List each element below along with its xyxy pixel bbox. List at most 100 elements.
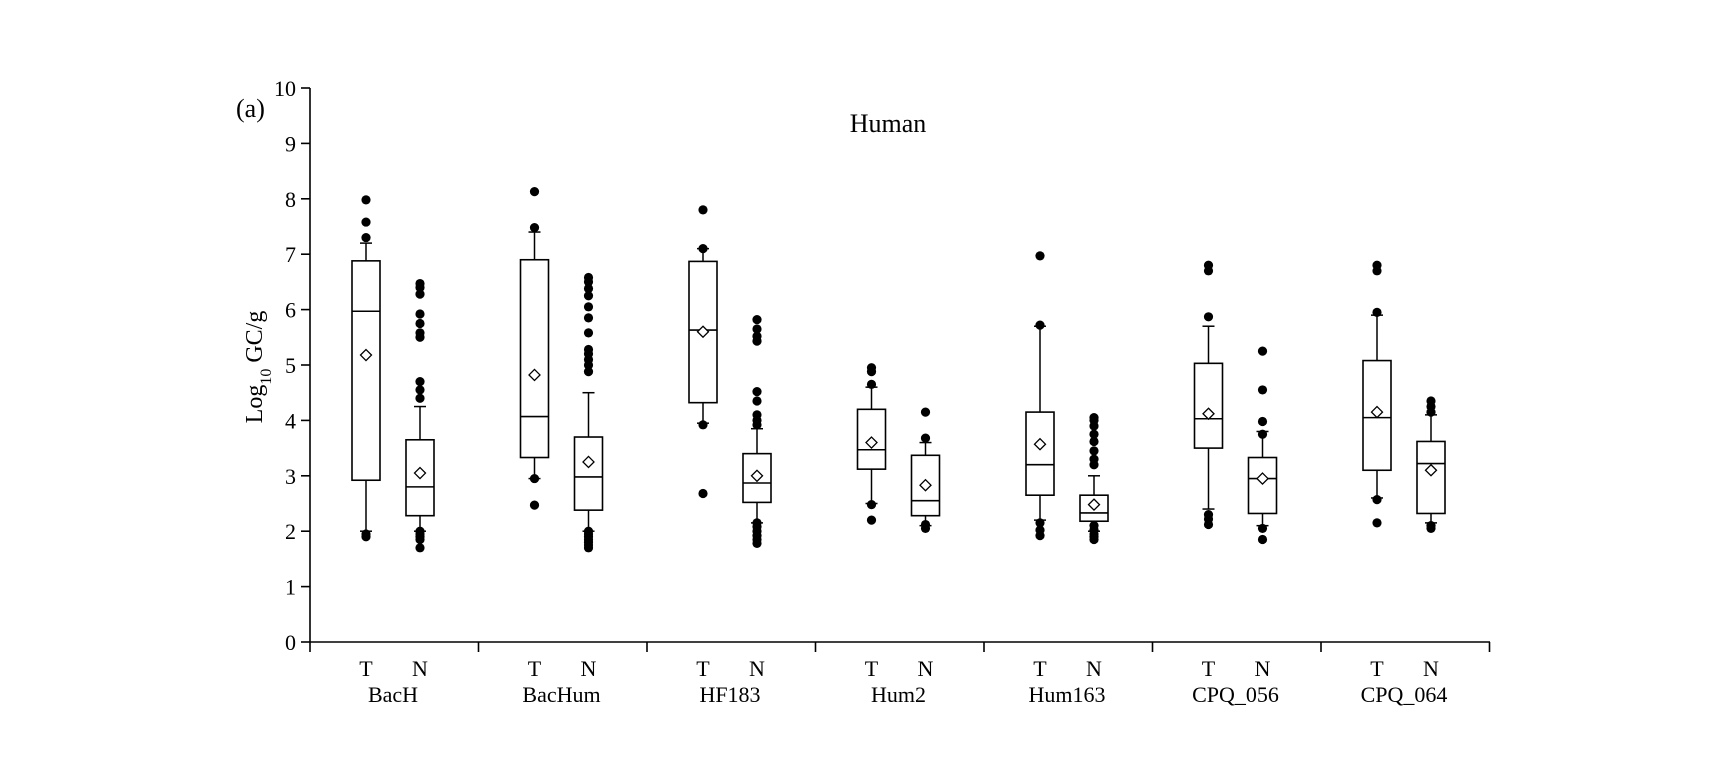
outlier-point (1426, 396, 1436, 406)
mean-marker (359, 348, 373, 362)
group-label: BacHum (522, 682, 600, 707)
y-tick-label: 9 (285, 131, 296, 156)
outlier-point (1426, 521, 1436, 531)
box-rect (1416, 440, 1446, 515)
box-t: T (688, 205, 718, 681)
mean-marker (1033, 437, 1047, 451)
outlier-point (1372, 495, 1382, 505)
outlier-point (361, 195, 371, 205)
y-tick-label: 7 (285, 242, 296, 267)
mean-marker (865, 436, 878, 449)
outlier-point (1257, 346, 1268, 356)
box-n: N (405, 278, 435, 681)
y-tick-label: 4 (285, 408, 296, 433)
mean-marker (750, 469, 764, 483)
outlier-point (920, 433, 931, 443)
box-n: N (742, 314, 772, 681)
box-n: N (573, 272, 604, 681)
outlier-point (415, 543, 425, 553)
panel-label: (a) (236, 94, 265, 123)
outlier-point (1372, 260, 1382, 270)
outlier-point (583, 302, 594, 312)
x-ticks (309, 642, 1491, 652)
outlier-point (866, 379, 877, 389)
outlier-point (415, 318, 425, 329)
outlier-point (752, 518, 762, 528)
outlier-point (361, 232, 371, 243)
y-tick-label: 0 (285, 630, 296, 655)
box-n: N (1416, 396, 1446, 681)
y-tick-label: 10 (274, 76, 296, 101)
box-label: T (696, 656, 710, 681)
outlier-point (698, 244, 708, 254)
outlier-point (752, 386, 762, 397)
outlier-point (529, 473, 540, 484)
box-label: N (1255, 656, 1271, 681)
outlier-point (752, 314, 762, 325)
box-n: N (1247, 346, 1278, 681)
outlier-point (698, 488, 708, 499)
y-tick-label: 5 (285, 353, 296, 378)
mean-marker (1202, 407, 1215, 421)
outlier-point (529, 223, 540, 233)
outlier-point (583, 344, 594, 355)
mean-marker (1424, 463, 1438, 477)
outlier-point (415, 289, 425, 299)
outlier-point (752, 331, 762, 341)
y-tick-label: 6 (285, 298, 296, 323)
outlier-point (1089, 436, 1099, 447)
outlier-point (1372, 307, 1382, 317)
outlier-point (415, 393, 425, 403)
outlier-point (415, 377, 425, 387)
box-label: T (1370, 656, 1384, 681)
box-label: N (581, 656, 597, 681)
box-n: N (1079, 413, 1109, 681)
mean-marker (582, 455, 595, 469)
box-label: T (1033, 656, 1047, 681)
outlier-point (529, 500, 540, 510)
outlier-point (1257, 416, 1268, 427)
outlier-point (866, 500, 877, 510)
axes (309, 88, 1490, 643)
mean-marker (413, 466, 427, 480)
outlier-point (920, 519, 931, 530)
y-tick-label: 2 (285, 519, 296, 544)
chart-title: Human (850, 109, 927, 138)
outlier-point (1089, 521, 1099, 531)
outlier-point (583, 328, 594, 338)
outlier-point (583, 526, 594, 536)
outlier-point (1372, 518, 1382, 528)
box-n: N (910, 407, 941, 681)
group-label: HF183 (699, 682, 760, 707)
box-t: T (1193, 260, 1224, 681)
group-label: Hum163 (1029, 682, 1106, 707)
outlier-point (1035, 251, 1045, 261)
outlier-point (698, 420, 708, 430)
outlier-point (1089, 446, 1099, 456)
box-rect (1193, 362, 1224, 449)
y-tick-label: 8 (285, 187, 296, 212)
box-label: N (749, 656, 765, 681)
outlier-point (920, 407, 931, 417)
outlier-point (1203, 509, 1214, 520)
outlier-point (361, 529, 371, 539)
box-rect (573, 436, 604, 511)
group-label: BacH (368, 682, 418, 707)
outlier-point (583, 272, 594, 283)
box-label: T (865, 656, 879, 681)
box-rect (519, 258, 550, 459)
outlier-point (415, 278, 425, 289)
outlier-point (1035, 525, 1045, 535)
outlier-point (1089, 413, 1099, 423)
mean-marker (696, 325, 710, 339)
y-axis-label: Log10 GC/g (242, 311, 275, 424)
outlier-point (752, 324, 762, 334)
outlier-point (583, 367, 594, 377)
box-t: T (351, 195, 381, 681)
